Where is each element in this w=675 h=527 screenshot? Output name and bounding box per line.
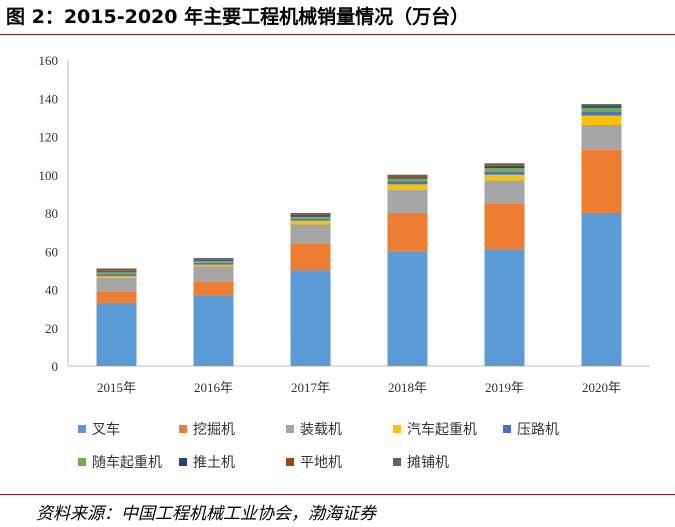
bar-segment	[290, 215, 331, 217]
legend-swatch	[78, 458, 86, 466]
legend-label: 平地机	[300, 455, 342, 471]
bar-segment	[193, 281, 234, 296]
bar-segment	[581, 104, 622, 106]
legend-label: 随车起重机	[92, 454, 162, 471]
bar-segment	[581, 115, 622, 126]
bar-segment	[581, 213, 622, 366]
y-tick-label: 60	[45, 244, 58, 259]
bar-segment	[290, 218, 331, 221]
bar-segment	[484, 165, 525, 167]
bar-segment	[387, 213, 428, 252]
bar-segment	[387, 184, 428, 191]
legend-swatch	[503, 425, 511, 433]
bar-segment	[484, 249, 525, 366]
bar-segment	[581, 105, 622, 108]
legend-label: 汽车起重机	[407, 421, 477, 438]
legend-label: 摊铺机	[407, 455, 449, 471]
bar-segment	[96, 302, 137, 366]
bar-segment	[193, 262, 234, 265]
legend-label: 推土机	[193, 455, 235, 471]
bar-segment	[96, 268, 137, 271]
x-tick-label: 2016年	[194, 380, 233, 395]
x-tick-label: 2018年	[388, 380, 427, 395]
legend-swatch	[179, 458, 187, 466]
bar-segment	[96, 274, 137, 277]
bar-segment	[96, 271, 137, 273]
bar-segment	[581, 103, 622, 105]
y-tick-label: 80	[45, 206, 58, 221]
legend-swatch	[393, 458, 401, 466]
y-tick-label: 160	[39, 53, 59, 68]
x-tick-label: 2019年	[485, 380, 524, 395]
bar-segment	[484, 171, 525, 175]
figure-title: 图 2：2015-2020 年主要工程机械销量情况（万台）	[6, 6, 470, 28]
bar-segment	[484, 180, 525, 204]
bar-segment	[290, 214, 331, 216]
legend-swatch	[179, 425, 187, 433]
bar-segment	[96, 270, 137, 272]
bar-segment	[290, 224, 331, 244]
x-tick-label: 2015年	[97, 380, 136, 395]
bar-segment	[387, 176, 428, 178]
bar-segment	[387, 174, 428, 177]
legend-swatch	[393, 425, 401, 433]
bar-segment	[193, 260, 234, 263]
bottom-rule	[0, 494, 675, 495]
legend-label: 装载机	[300, 422, 342, 438]
legend-label: 挖掘机	[193, 422, 235, 438]
bar-segment	[96, 278, 137, 292]
bar-segment	[290, 270, 331, 366]
legend-swatch	[286, 425, 294, 433]
bar-segment	[193, 259, 234, 261]
legend-label: 压路机	[517, 422, 559, 438]
bar-segment	[193, 257, 234, 259]
y-tick-label: 120	[39, 130, 59, 145]
bar-segment	[96, 272, 137, 275]
bar-segment	[387, 177, 428, 179]
bar-segment	[484, 163, 525, 166]
bar-segment	[193, 295, 234, 366]
y-tick-label: 20	[45, 321, 58, 336]
bar-segment	[387, 190, 428, 213]
bar-segment	[484, 174, 525, 181]
bar-segment	[484, 166, 525, 169]
x-tick-label: 2020年	[582, 380, 621, 395]
bar-segment	[581, 125, 622, 150]
bar-segment	[290, 216, 331, 219]
bar-segment	[193, 258, 234, 260]
y-tick-label: 140	[39, 91, 59, 106]
bar-segment	[193, 266, 234, 282]
y-tick-label: 0	[52, 359, 59, 374]
bar-segment	[581, 149, 622, 213]
stacked-bar-chart: 0 20 40 60 80 100 120 140 160 2015年 2016年 2017年 2018…	[39, 53, 650, 471]
bar-segment	[484, 203, 525, 250]
y-tick-label: 100	[39, 168, 59, 183]
y-tick-label: 40	[45, 283, 58, 298]
bar-segment	[290, 213, 331, 215]
bar-segment	[581, 111, 622, 116]
legend-swatch	[286, 458, 294, 466]
bar-segment	[290, 220, 331, 225]
legend-swatch	[78, 425, 86, 433]
bar-segment	[290, 243, 331, 271]
bar-segment	[387, 181, 428, 185]
legend-label: 叉车	[92, 421, 120, 438]
bar-segment	[387, 178, 428, 182]
x-tick-label: 2017年	[291, 380, 330, 395]
bar-segment	[484, 168, 525, 172]
bar-segment	[581, 107, 622, 112]
top-rule	[0, 34, 675, 35]
source-note: 资料来源：中国工程机械工业协会，渤海证券	[36, 504, 376, 524]
bar-segment	[387, 251, 428, 366]
bar-segment	[96, 291, 137, 303]
bar-segment	[96, 276, 137, 279]
bar-segment	[193, 264, 234, 267]
